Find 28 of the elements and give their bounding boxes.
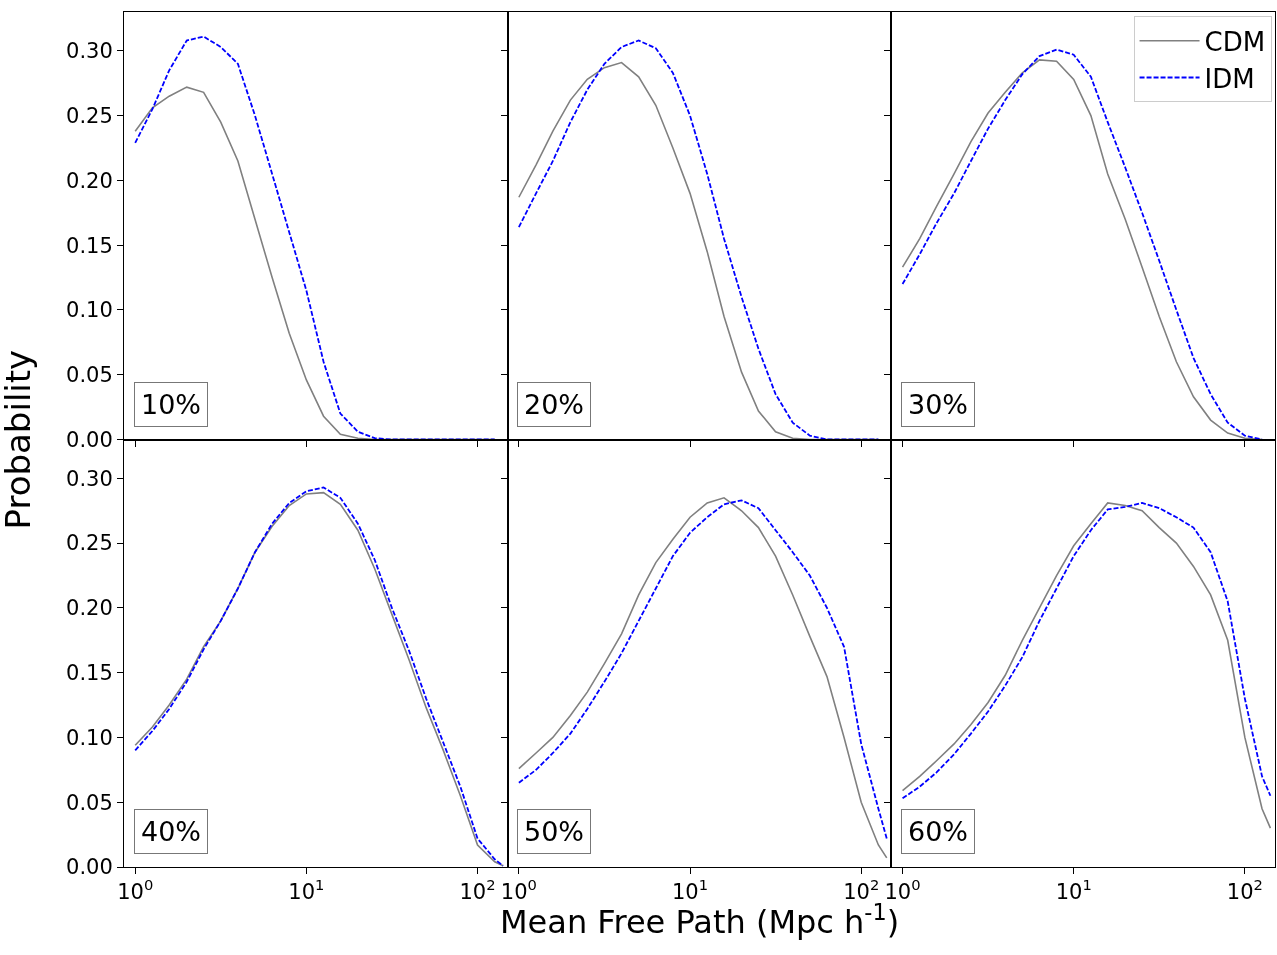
annotation: 40%	[141, 816, 202, 847]
annotation: 10%	[141, 389, 202, 420]
x-tick-label: 10$^{2}$	[1226, 876, 1263, 905]
y-axis-title: Probability	[0, 349, 38, 530]
x-tick-label: 10$^{2}$	[459, 876, 496, 905]
y-tick-label: 0.15	[66, 661, 113, 686]
annotation: 30%	[908, 389, 969, 420]
x-tick-label: 10$^{1}$	[1055, 876, 1092, 905]
y-tick-label: 0.10	[66, 298, 113, 323]
y-tick-label: 0.25	[66, 531, 113, 556]
y-tick-label: 0.05	[66, 790, 113, 815]
y-tick-label: 0.10	[66, 725, 113, 750]
x-tick-label: 10$^{1}$	[288, 876, 325, 905]
legend-label: CDM	[1204, 26, 1266, 57]
legend-label: IDM	[1204, 63, 1255, 94]
annotation: 50%	[524, 816, 585, 847]
y-tick-label: 0.15	[66, 233, 113, 258]
y-tick-label: 0.00	[66, 855, 113, 880]
x-tick-label: 10$^{0}$	[117, 876, 154, 905]
y-tick-label: 0.25	[66, 103, 113, 128]
y-tick-label: 0.20	[66, 596, 113, 621]
y-tick-label: 0.05	[66, 363, 113, 388]
y-tick-label: 0.30	[66, 39, 113, 64]
annotation: 60%	[908, 816, 969, 847]
y-tick-label: 0.30	[66, 466, 113, 491]
y-tick-label: 0.20	[66, 168, 113, 193]
y-tick-label: 0.00	[66, 427, 113, 452]
annotation: 20%	[524, 389, 585, 420]
